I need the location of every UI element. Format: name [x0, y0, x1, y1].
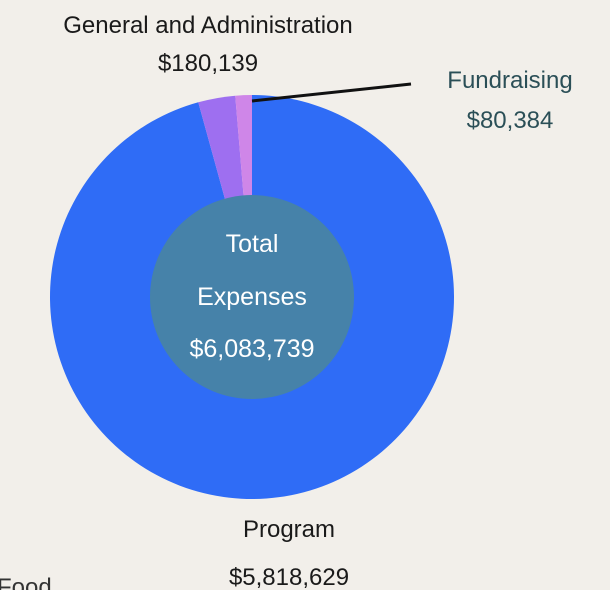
fundraising-value: $80,384 — [467, 107, 554, 134]
general-admin-label: General and Administration — [63, 12, 353, 39]
general-admin-value: $180,139 — [158, 50, 258, 77]
program-label: Program — [243, 516, 335, 543]
fundraising-label: Fundraising — [447, 67, 572, 94]
center-total-label: Total — [226, 230, 279, 258]
center-total-circle — [150, 195, 354, 399]
center-total-value: $6,083,739 — [189, 335, 314, 363]
partial-food-label: Food — [0, 574, 52, 590]
program-value: $5,818,629 — [229, 564, 349, 590]
fundraising-leader-line — [251, 82, 412, 103]
center-expenses-label: Expenses — [197, 283, 307, 311]
